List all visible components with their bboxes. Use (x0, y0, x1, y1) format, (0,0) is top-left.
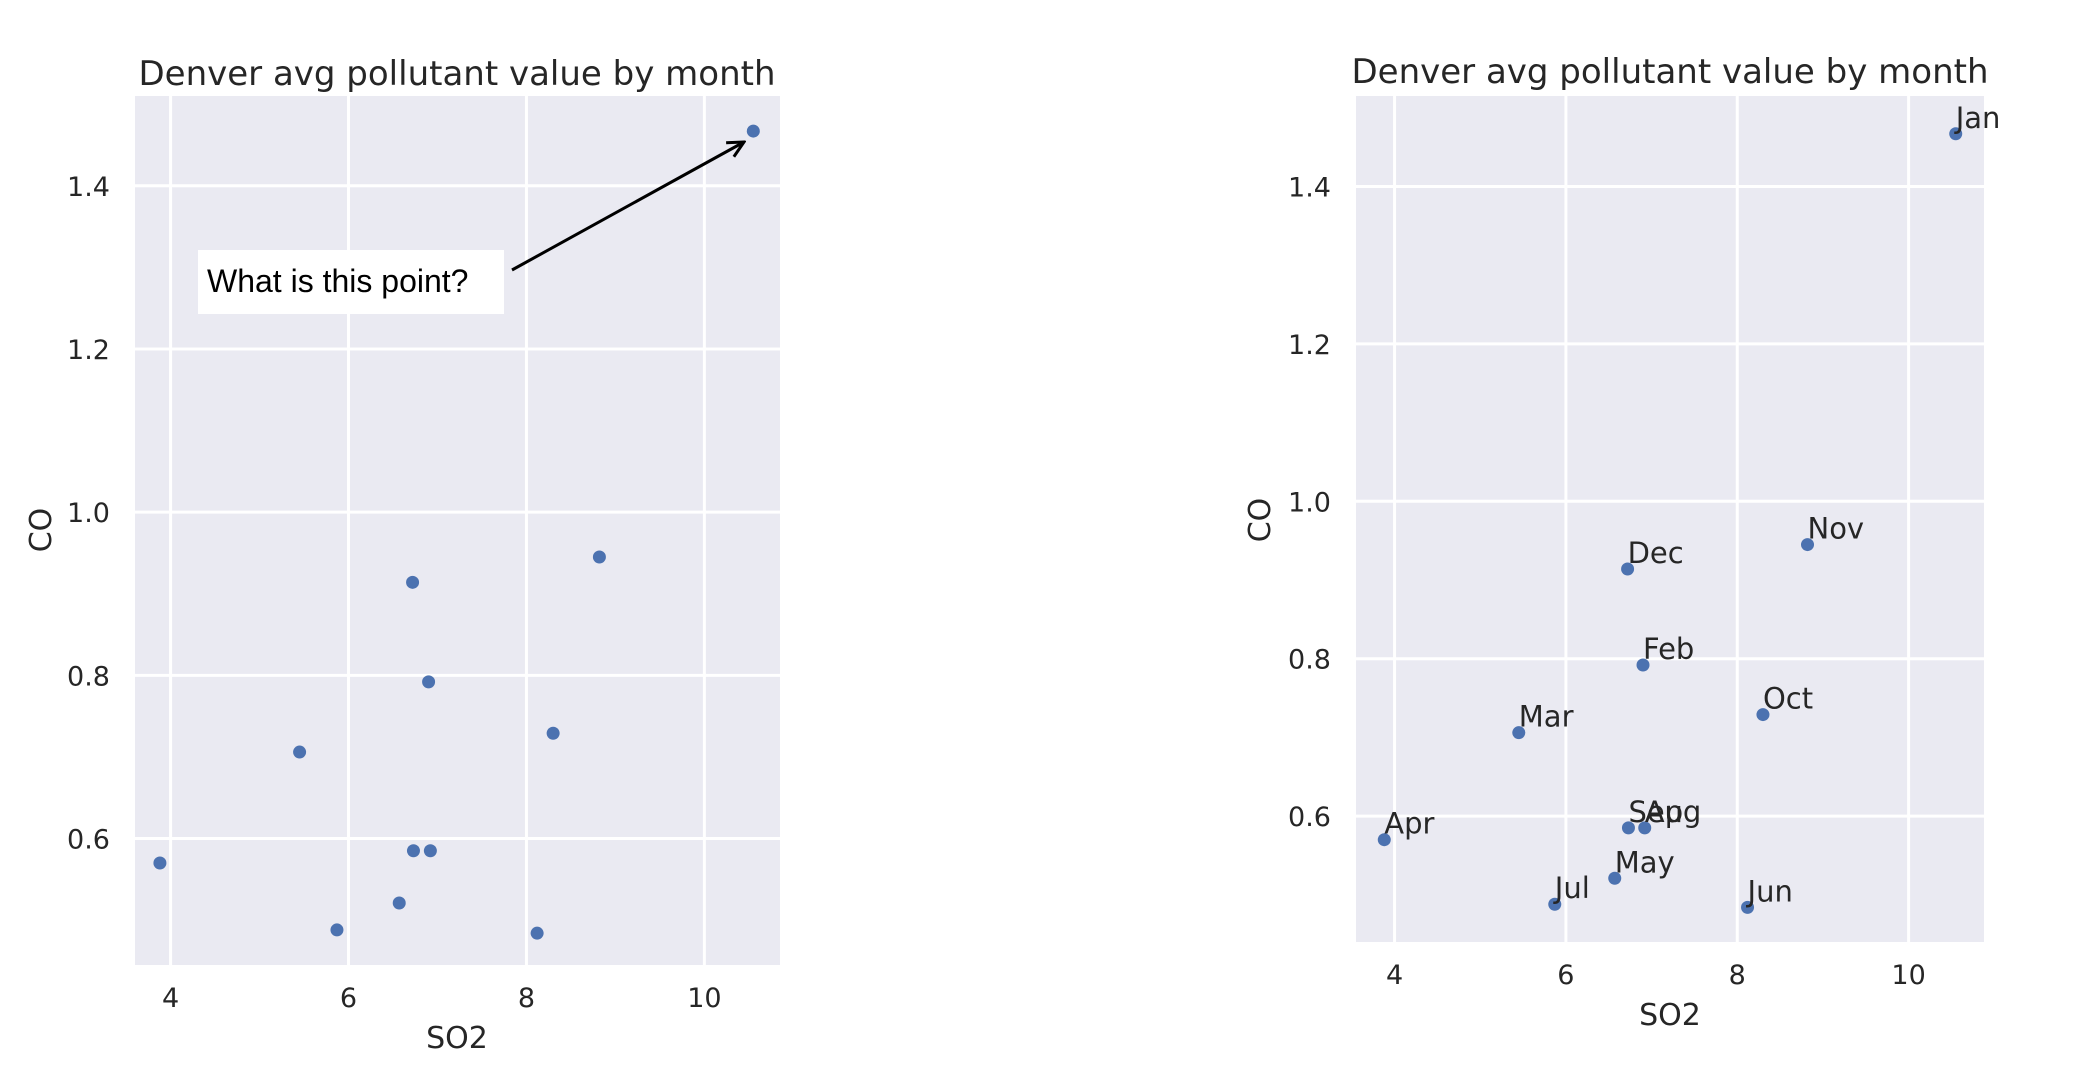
data-point (423, 844, 437, 858)
data-point (1621, 821, 1635, 835)
x-tick-label: 10 (1891, 960, 1925, 991)
tick-labels: 4 6 8 10 0.6 0.8 1.0 1.2 1.4 (67, 172, 722, 1014)
point-label-mar: Mar (1519, 700, 1574, 734)
point-label-sep: Sep (1628, 795, 1683, 829)
point-label-dec: Dec (1628, 536, 1684, 570)
chart-left: 4 6 8 10 0.6 0.8 1.0 1.2 1.4 Denver avg pollutan… (24, 54, 780, 1056)
chart-right: 4 6 8 100.60.81.01.21.4 JanFebMarAprMayJunJ… (1243, 52, 2000, 1033)
y-tick-label: 1.2 (1288, 330, 1331, 361)
data-point (1548, 897, 1562, 911)
gridlines (135, 96, 780, 965)
point-label-jun: Jun (1746, 874, 1793, 908)
plot-area (1356, 96, 1984, 942)
y-tick-label: 0.8 (1288, 645, 1331, 676)
data-point (1638, 821, 1652, 835)
x-tick-label: 4 (162, 983, 179, 1014)
data-point (1377, 833, 1391, 847)
point-label-aug: Aug (1645, 795, 1702, 829)
data-point (1756, 708, 1770, 722)
data-point (1636, 658, 1650, 672)
data-point (1621, 562, 1635, 576)
x-tick-label: 6 (340, 983, 357, 1014)
x-tick-label: 8 (518, 983, 535, 1014)
annotation-text: What is this point? (207, 263, 468, 299)
y-tick-label: 0.8 (67, 661, 110, 692)
point-label-nov: Nov (1808, 512, 1865, 546)
point-label-oct: Oct (1763, 682, 1813, 716)
annotation-arrow (511, 142, 744, 272)
x-tick-label: 10 (687, 983, 721, 1014)
y-tick-label: 1.0 (67, 498, 110, 529)
chart-title: Denver avg pollutant value by month (1351, 52, 1988, 92)
y-tick-label: 0.6 (67, 825, 110, 856)
x-axis-label: SO2 (1639, 998, 1701, 1033)
data-point (330, 923, 344, 937)
point-label-feb: Feb (1643, 632, 1694, 666)
data-point (1512, 726, 1526, 740)
data-point (746, 124, 760, 138)
data-point (1741, 900, 1755, 914)
data-point (592, 550, 606, 564)
data-point (293, 745, 307, 759)
annotation: What is this point? (198, 142, 744, 314)
y-tick-label: 1.0 (1288, 487, 1331, 518)
annotation-text-backdrop (198, 250, 504, 314)
data-point (406, 575, 420, 589)
point-label-jan: Jan (1954, 101, 2001, 135)
data-point (1949, 127, 1963, 141)
tick-labels: 4 6 8 10 0.6 0.8 1.0 1.2 1.4 (1288, 173, 1926, 991)
y-axis-label: CO (24, 508, 59, 553)
y-axis-label: CO (1243, 498, 1278, 543)
x-axis-label: SO2 (426, 1021, 488, 1056)
y-tick-label: 0.6 (1288, 802, 1331, 833)
data-point (530, 926, 544, 940)
point-label-may: May (1615, 845, 1675, 879)
data-point (1608, 871, 1622, 885)
point-label-jul: Jul (1553, 871, 1590, 905)
data-point (153, 856, 167, 870)
data-point (546, 726, 560, 740)
x-tick-label: 6 (1557, 960, 1574, 991)
data-point (422, 675, 436, 689)
data-point (1801, 538, 1815, 552)
data-point (392, 896, 406, 910)
y-tick-label: 1.4 (1288, 173, 1331, 204)
chart-title: Denver avg pollutant value by month (138, 54, 775, 94)
data-point (406, 844, 420, 858)
x-tick-label: 4 (1386, 960, 1403, 991)
point-label-apr: Apr (1384, 807, 1434, 841)
gridlines (1356, 96, 1984, 942)
data-points (153, 124, 760, 940)
x-tick-label: 8 (1729, 960, 1746, 991)
y-tick-label: 1.4 (67, 172, 110, 203)
y-tick-label: 1.2 (67, 335, 110, 366)
plot-area (135, 96, 780, 965)
